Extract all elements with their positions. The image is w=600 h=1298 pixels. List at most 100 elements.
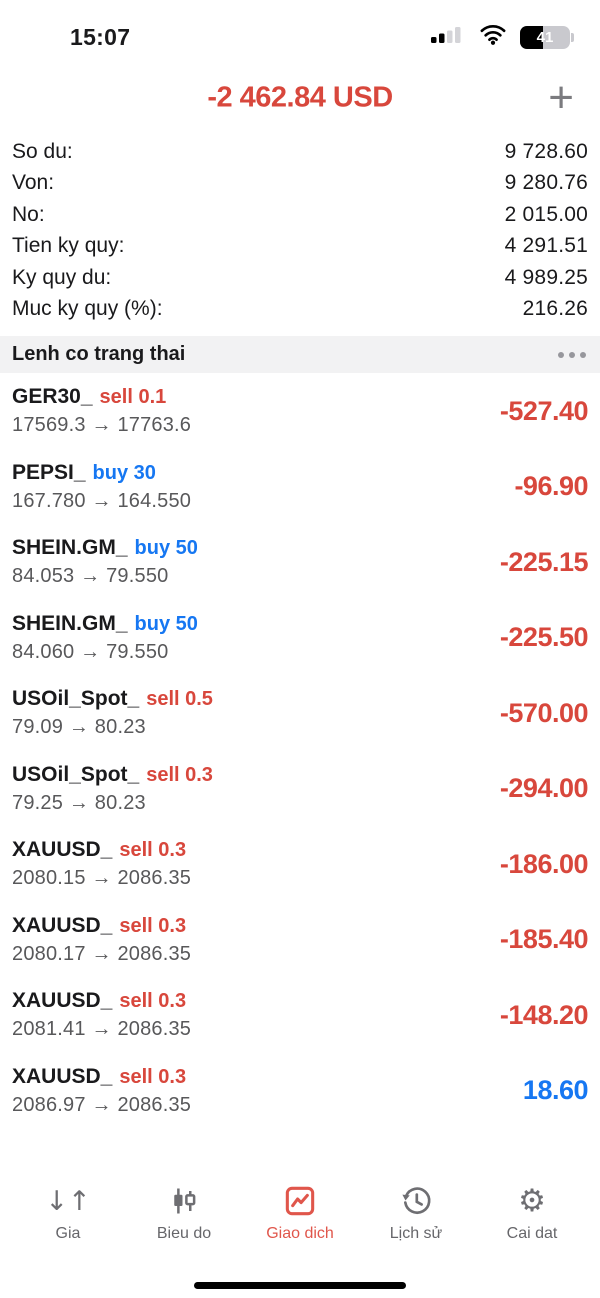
gear-icon: ⚙ bbox=[518, 1182, 546, 1219]
position-row[interactable]: SHEIN.GM_ buy 50 84.060 → 79.550 -225.50 bbox=[0, 600, 600, 676]
position-side: sell 0.3 bbox=[146, 763, 213, 786]
position-profit: -570.00 bbox=[499, 697, 589, 728]
home-indicator[interactable] bbox=[194, 1282, 406, 1289]
summary-value: 9 280.76 bbox=[504, 171, 588, 195]
open-price: 79.25 bbox=[12, 791, 64, 814]
position-row[interactable]: USOil_Spot_ sell 0.3 79.25 → 80.23 -294.0… bbox=[0, 751, 600, 827]
arrow-icon: → bbox=[91, 942, 112, 965]
position-side: buy 30 bbox=[92, 461, 156, 484]
position-symbol: USOil_Spot_ bbox=[12, 762, 140, 786]
arrow-icon: → bbox=[80, 565, 101, 588]
arrow-icon: → bbox=[91, 1018, 112, 1041]
history-clock-icon bbox=[400, 1184, 432, 1218]
open-price: 2080.15 bbox=[12, 867, 86, 890]
summary-label: No: bbox=[12, 202, 45, 226]
arrow-icon: → bbox=[91, 414, 112, 437]
current-price: 79.550 bbox=[106, 565, 169, 588]
cellular-signal-icon bbox=[431, 26, 466, 48]
current-price: 17763.6 bbox=[117, 414, 192, 437]
position-profit: -96.90 bbox=[514, 471, 588, 502]
current-price: 80.23 bbox=[94, 716, 146, 739]
position-row[interactable]: GER30_ sell 0.1 17569.3 → 17763.6 -527.40 bbox=[0, 373, 600, 449]
wifi-icon bbox=[476, 24, 510, 50]
summary-row-credit: No: 2 015.00 bbox=[12, 203, 588, 234]
summary-value: 9 728.60 bbox=[504, 140, 588, 163]
position-row[interactable]: PEPSI_ buy 30 167.780 → 164.550 -96.90 bbox=[0, 449, 600, 525]
battery-cap bbox=[571, 32, 574, 42]
position-symbol: SHEIN.GM_ bbox=[12, 536, 128, 560]
summary-label: Muc ky quy (%): bbox=[12, 296, 163, 320]
summary-value: 2 015.00 bbox=[504, 202, 588, 226]
position-symbol: XAUUSD_ bbox=[12, 989, 113, 1013]
open-price: 17569.3 bbox=[12, 414, 86, 437]
positions-section-bar: Lenh co trang thai bbox=[0, 336, 600, 374]
position-profit: -148.20 bbox=[499, 999, 589, 1030]
arrow-icon: → bbox=[68, 716, 90, 739]
summary-label: So du: bbox=[12, 140, 73, 163]
open-price: 2080.17 bbox=[12, 942, 86, 965]
position-row[interactable]: XAUUSD_ sell 0.3 2081.41 → 2086.35 -148.2… bbox=[0, 977, 600, 1053]
total-profit-loss: -2 462.84 USD bbox=[207, 81, 393, 114]
status-bar: 15:07 bbox=[0, 0, 600, 60]
current-price: 79.550 bbox=[106, 640, 169, 663]
add-order-button[interactable]: + bbox=[548, 73, 574, 122]
position-profit: -225.50 bbox=[499, 622, 589, 653]
position-profit: -186.00 bbox=[499, 848, 589, 879]
position-row[interactable]: XAUUSD_ sell 0.3 2086.97 → 2086.35 18.60 bbox=[0, 1053, 600, 1129]
summary-row-balance: So du: 9 728.60 bbox=[12, 140, 588, 171]
summary-label: Tien ky quy: bbox=[12, 234, 125, 258]
tab-charts[interactable]: Bieu do bbox=[126, 1184, 242, 1262]
summary-row-free-margin: Ky quy du: 4 989.25 bbox=[12, 266, 588, 297]
position-row[interactable]: XAUUSD_ sell 0.3 2080.17 → 2086.35 -185.4… bbox=[0, 902, 600, 978]
summary-label: Von: bbox=[12, 171, 55, 195]
open-price: 2081.41 bbox=[12, 1018, 86, 1041]
current-price: 2086.35 bbox=[117, 867, 192, 890]
current-price: 164.550 bbox=[117, 489, 192, 512]
current-price: 2086.35 bbox=[117, 1018, 192, 1041]
arrow-icon: → bbox=[91, 489, 112, 512]
open-price: 2086.97 bbox=[12, 1093, 86, 1116]
arrow-icon: → bbox=[68, 791, 90, 814]
trade-chart-icon bbox=[284, 1184, 316, 1218]
position-side: sell 0.3 bbox=[119, 1065, 187, 1088]
tab-history[interactable]: Lịch sử bbox=[358, 1184, 474, 1262]
summary-row-equity: Von: 9 280.76 bbox=[12, 171, 588, 202]
position-side: sell 0.1 bbox=[99, 386, 167, 409]
current-price: 80.23 bbox=[94, 791, 146, 814]
position-row[interactable]: SHEIN.GM_ buy 50 84.053 → 79.550 -225.15 bbox=[0, 524, 600, 600]
summary-row-margin: Tien ky quy: 4 291.51 bbox=[12, 234, 588, 265]
status-icons: 41 bbox=[431, 24, 574, 50]
summary-row-margin-level: Muc ky quy (%): 216.26 bbox=[12, 297, 588, 328]
current-price: 2086.35 bbox=[117, 1093, 192, 1116]
open-price: 84.060 bbox=[12, 640, 75, 663]
position-symbol: XAUUSD_ bbox=[12, 1064, 113, 1088]
battery-icon: 41 bbox=[520, 25, 574, 49]
down-up-arrows-icon: ↓↑ bbox=[45, 1185, 91, 1217]
position-row[interactable]: XAUUSD_ sell 0.3 2080.15 → 2086.35 -186.0… bbox=[0, 826, 600, 902]
section-menu-button[interactable] bbox=[556, 348, 588, 362]
open-price: 167.780 bbox=[12, 489, 86, 512]
section-title: Lenh co trang thai bbox=[12, 343, 186, 366]
tab-trade[interactable]: Giao dich bbox=[242, 1184, 358, 1262]
tab-quotes[interactable]: ↓↑ Gia bbox=[10, 1184, 126, 1262]
position-side: sell 0.3 bbox=[119, 839, 187, 862]
summary-value: 216.26 bbox=[522, 296, 588, 320]
position-symbol: USOil_Spot_ bbox=[12, 687, 140, 711]
position-symbol: XAUUSD_ bbox=[12, 838, 113, 862]
tab-settings[interactable]: ⚙ Cai dat bbox=[474, 1184, 590, 1262]
position-row[interactable]: USOil_Spot_ sell 0.5 79.09 → 80.23 -570.0… bbox=[0, 675, 600, 751]
summary-value: 4 291.51 bbox=[504, 234, 588, 258]
open-price: 84.053 bbox=[12, 565, 75, 588]
current-price: 2086.35 bbox=[117, 942, 192, 965]
position-side: buy 50 bbox=[134, 612, 198, 635]
open-price: 79.09 bbox=[12, 716, 64, 739]
position-profit: -225.15 bbox=[499, 546, 589, 577]
clock-time: 15:07 bbox=[70, 23, 131, 50]
account-summary: So du: 9 728.60 Von: 9 280.76 No: 2 015.… bbox=[0, 136, 600, 336]
battery-percent: 41 bbox=[536, 28, 554, 46]
position-profit: -527.40 bbox=[499, 395, 589, 426]
position-symbol: SHEIN.GM_ bbox=[12, 611, 128, 635]
position-symbol: PEPSI_ bbox=[12, 460, 86, 484]
positions-list: GER30_ sell 0.1 17569.3 → 17763.6 -527.40… bbox=[0, 373, 600, 1128]
